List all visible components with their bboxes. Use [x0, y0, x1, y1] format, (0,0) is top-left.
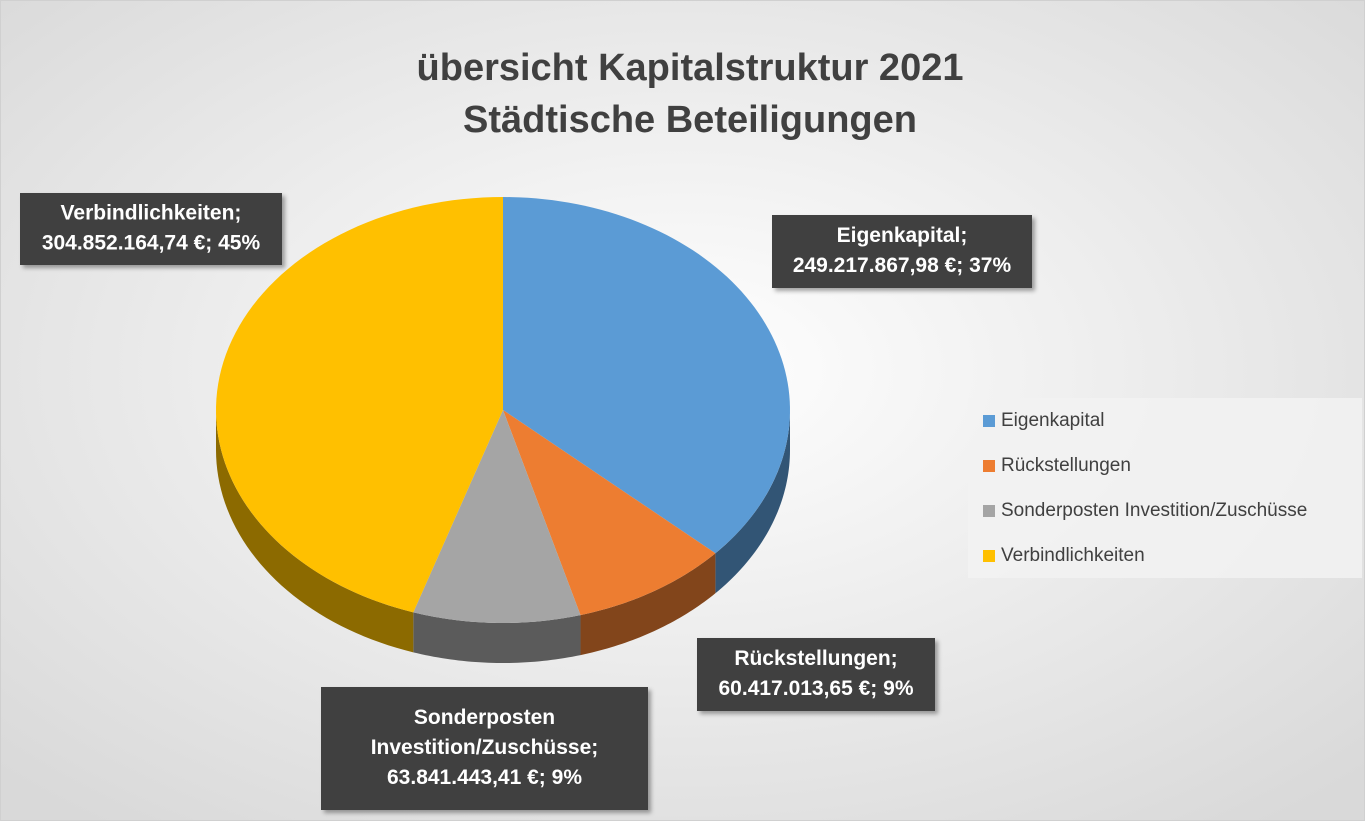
pie-side	[413, 612, 581, 663]
legend-box	[968, 398, 1362, 578]
chart-title: übersicht Kapitalstruktur 2021	[417, 47, 964, 89]
legend-label: Eigenkapital	[1001, 410, 1105, 431]
data-label: Eigenkapital; 249.217.867,98 €; 37%	[772, 215, 1032, 288]
data-label-box	[772, 215, 1032, 288]
pie-slice	[503, 197, 790, 554]
pie-slice	[503, 410, 716, 616]
pie-side	[580, 553, 716, 656]
data-label-text: 304.852.164,74 €; 45%	[42, 232, 261, 255]
legend-label: Rückstellungen	[1001, 455, 1131, 476]
chart-title: Städtische Beteiligungen	[463, 99, 917, 141]
data-label: Rückstellungen; 60.417.013,65 €; 9%	[697, 638, 935, 711]
legend-swatch	[983, 415, 995, 427]
data-label-text: Rückstellungen;	[734, 647, 897, 670]
pie-side	[715, 410, 790, 594]
legend-swatch	[983, 550, 995, 562]
data-label-box	[20, 193, 282, 265]
legend-label: Verbindlichkeiten	[1001, 545, 1145, 566]
data-label-text: Sonderposten	[414, 706, 555, 729]
pie-side	[216, 410, 414, 653]
data-label-text: 249.217.867,98 €; 37%	[793, 254, 1012, 277]
data-label: Verbindlichkeiten; 304.852.164,74 €; 45%	[20, 193, 282, 265]
data-label-text: Eigenkapital;	[837, 224, 968, 247]
data-label-text: Investition/Zuschüsse;	[371, 736, 599, 759]
data-label-box	[697, 638, 935, 711]
legend-swatch	[983, 505, 995, 517]
data-label-text: 63.841.443,41 €; 9%	[387, 766, 582, 789]
data-label: Sonderposten Investition/Zuschüsse; 63.841…	[321, 687, 648, 810]
pie-slice	[413, 410, 581, 623]
data-label-box	[321, 687, 648, 810]
data-label-text: 60.417.013,65 €; 9%	[719, 677, 914, 700]
legend-label: Sonderposten Investition/Zuschüsse	[1001, 500, 1307, 521]
legend-swatch	[983, 460, 995, 472]
data-label-text: Verbindlichkeiten;	[61, 202, 242, 225]
pie-slice	[216, 197, 503, 613]
